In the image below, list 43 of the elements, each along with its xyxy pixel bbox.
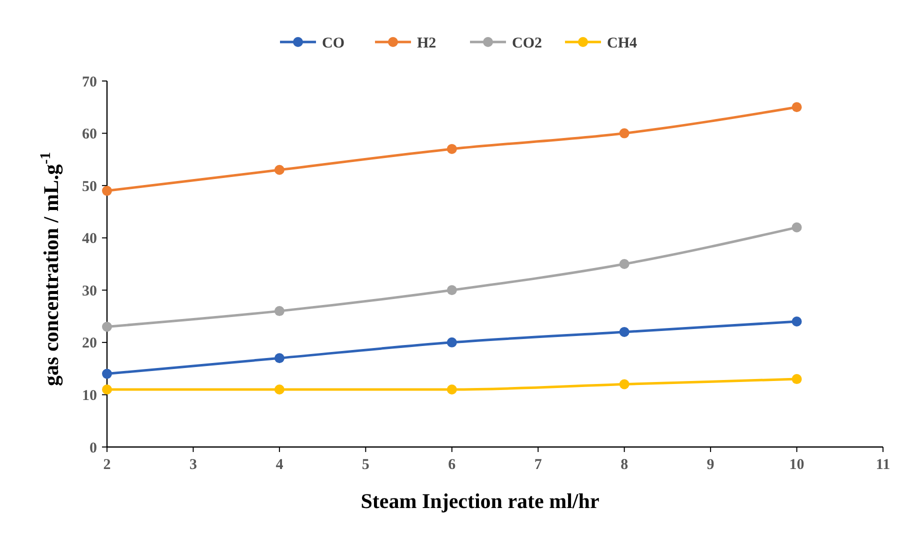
point [619, 326, 630, 337]
y-tick-label: 0 [90, 440, 97, 456]
point [274, 384, 284, 394]
legend-label: CO2 [512, 35, 542, 52]
point [619, 379, 630, 390]
y-tick-label: 20 [82, 336, 97, 352]
point [102, 322, 112, 332]
x-tick-label: 9 [706, 457, 714, 473]
y-tick-label: 30 [82, 283, 97, 300]
point [792, 374, 802, 384]
x-tick-label: 2 [103, 457, 111, 473]
x-tick-label: 5 [362, 457, 370, 473]
y-tick-label: 60 [82, 126, 97, 143]
y-tick-label: 10 [82, 388, 97, 404]
y-tick-label: 40 [82, 231, 97, 248]
x-tick-label: 8 [620, 457, 628, 473]
x-tick-label: 10 [789, 457, 804, 473]
x-tick-label: 6 [448, 457, 456, 473]
point [274, 306, 284, 316]
point [619, 259, 630, 269]
y-tick-label: 70 [82, 74, 97, 90]
point [446, 337, 457, 348]
x-tick-label: 7 [534, 457, 542, 473]
legend-label: H2 [417, 35, 436, 52]
point [102, 368, 112, 379]
point [274, 353, 284, 364]
point [446, 144, 457, 154]
point [274, 164, 284, 175]
point [102, 384, 112, 394]
point [792, 316, 802, 327]
point [446, 285, 457, 296]
legend-label: CO [322, 35, 344, 52]
x-tick-label: 11 [876, 457, 890, 473]
point [619, 128, 630, 138]
x-axis-title: Steam Injection rate ml/hr [360, 489, 600, 513]
y-tick-label: 50 [82, 178, 97, 195]
legend-label: CH4 [607, 35, 638, 52]
point [446, 384, 457, 394]
point [792, 222, 802, 232]
x-tick-label: 4 [276, 457, 284, 473]
point [102, 186, 112, 196]
point [792, 102, 802, 112]
x-tick-label: 3 [189, 457, 197, 473]
